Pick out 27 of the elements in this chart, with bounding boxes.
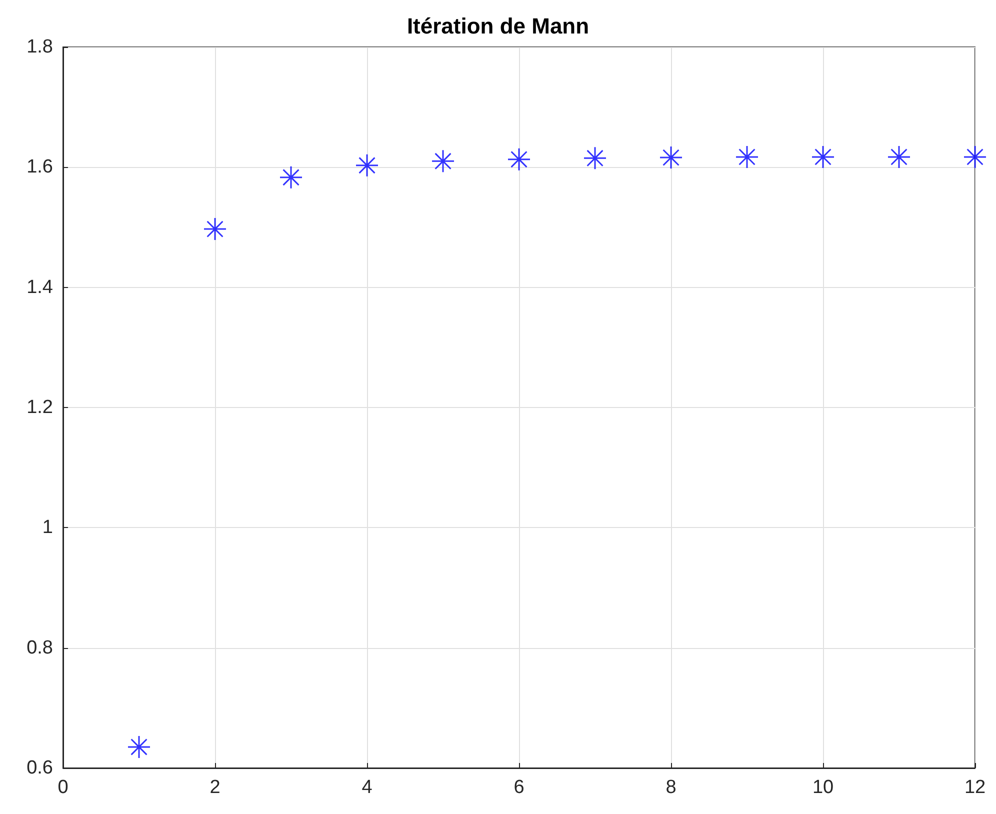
x-tick-label: 2 [210, 777, 220, 798]
x-tick-label: 4 [362, 777, 373, 798]
point [203, 217, 227, 241]
point [507, 148, 531, 172]
x-tick-label: 0 [58, 777, 68, 798]
point [811, 145, 835, 169]
point [355, 154, 379, 178]
point [279, 166, 303, 190]
point [127, 735, 151, 759]
point [583, 146, 607, 170]
point [963, 145, 987, 169]
point [659, 146, 683, 170]
y-tick-label: 1.6 [26, 156, 53, 178]
y-tick-label: 1.8 [26, 36, 53, 58]
x-tick-label: 12 [964, 777, 986, 798]
point [431, 149, 455, 173]
y-tick-label: 1 [42, 517, 53, 538]
y-tick-label: 1.4 [26, 276, 54, 298]
x-tick-label: 6 [514, 777, 524, 798]
point [735, 145, 759, 169]
y-tick-label: 1.2 [26, 397, 53, 418]
x-tick-label: 8 [666, 777, 676, 798]
chart-title: Itération de Mann [406, 14, 590, 38]
x-tick-label: 10 [812, 777, 834, 798]
y-tick-label: 0.6 [26, 758, 53, 778]
y-tick-label: 0.8 [26, 637, 53, 658]
point [887, 145, 911, 169]
